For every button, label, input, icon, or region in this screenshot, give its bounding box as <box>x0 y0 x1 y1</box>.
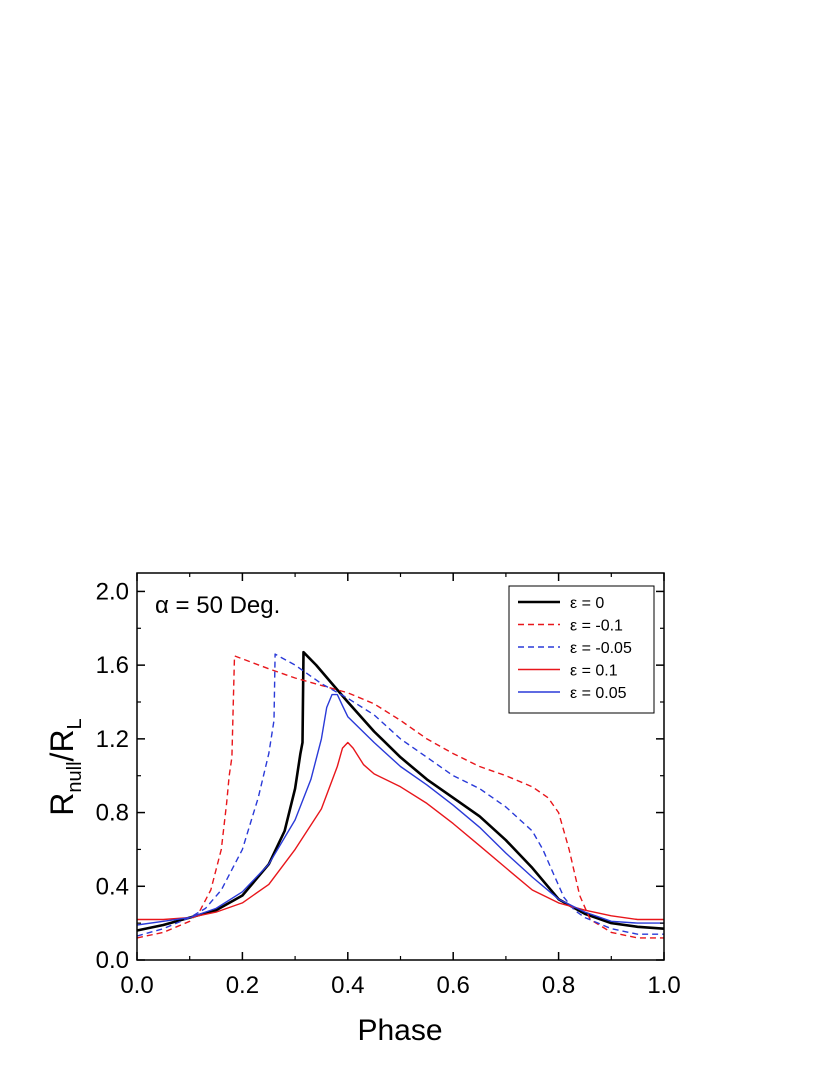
legend-items: ε = 0 ε = -0.1 ε = -0.05 ε = 0.1 ε = 0.05 <box>518 595 632 702</box>
legend-label-2: ε = -0.05 <box>570 640 632 657</box>
y-axis-label-sub2: L <box>64 718 86 729</box>
legend-label-4: ε = 0.05 <box>570 685 627 702</box>
x-tick-label: 0.8 <box>542 972 575 999</box>
y-axis-label-sub1: null <box>64 761 86 792</box>
series-line-3 <box>137 741 664 921</box>
y-tick-label: 0.4 <box>96 873 129 900</box>
series-line-4 <box>136 693 664 926</box>
y-axis-label: Rnull/RL <box>44 718 86 815</box>
x-tick-label: 1.0 <box>647 972 680 999</box>
legend: ε = 0 ε = -0.1 ε = -0.05 ε = 0.1 ε = 0.05 <box>508 585 655 714</box>
series-line-2 <box>136 653 664 937</box>
x-tick-label: 0.0 <box>120 972 153 999</box>
annotation-label: α = 50 Deg. <box>155 592 280 619</box>
y-tick-label: 2.0 <box>96 578 129 605</box>
y-axis-label-main: R <box>44 793 80 816</box>
series-layer <box>136 650 665 939</box>
legend-label-3: ε = 0.1 <box>570 663 618 680</box>
x-tick-label: 0.6 <box>437 972 470 999</box>
y-axis-label-mid: /R <box>44 729 80 761</box>
y-tick-label: 0.0 <box>96 947 129 974</box>
y-tick-label: 1.2 <box>96 726 129 753</box>
legend-label-1: ε = -0.1 <box>570 618 623 635</box>
x-tick-label: 0.4 <box>331 972 364 999</box>
x-tick-label: 0.2 <box>226 972 259 999</box>
x-axis-label: Phase <box>357 1014 442 1047</box>
y-tick-label: 0.8 <box>96 800 129 827</box>
y-tick-label: 1.6 <box>96 652 129 679</box>
series-line-1 <box>136 655 664 939</box>
legend-label-0: ε = 0 <box>570 595 604 612</box>
ticks-layer: 0.0 0.2 0.4 0.6 0.8 1.0 0.0 0.4 0.8 1.2 1.6 2.0 <box>96 573 681 999</box>
series-line-0 <box>136 650 665 932</box>
